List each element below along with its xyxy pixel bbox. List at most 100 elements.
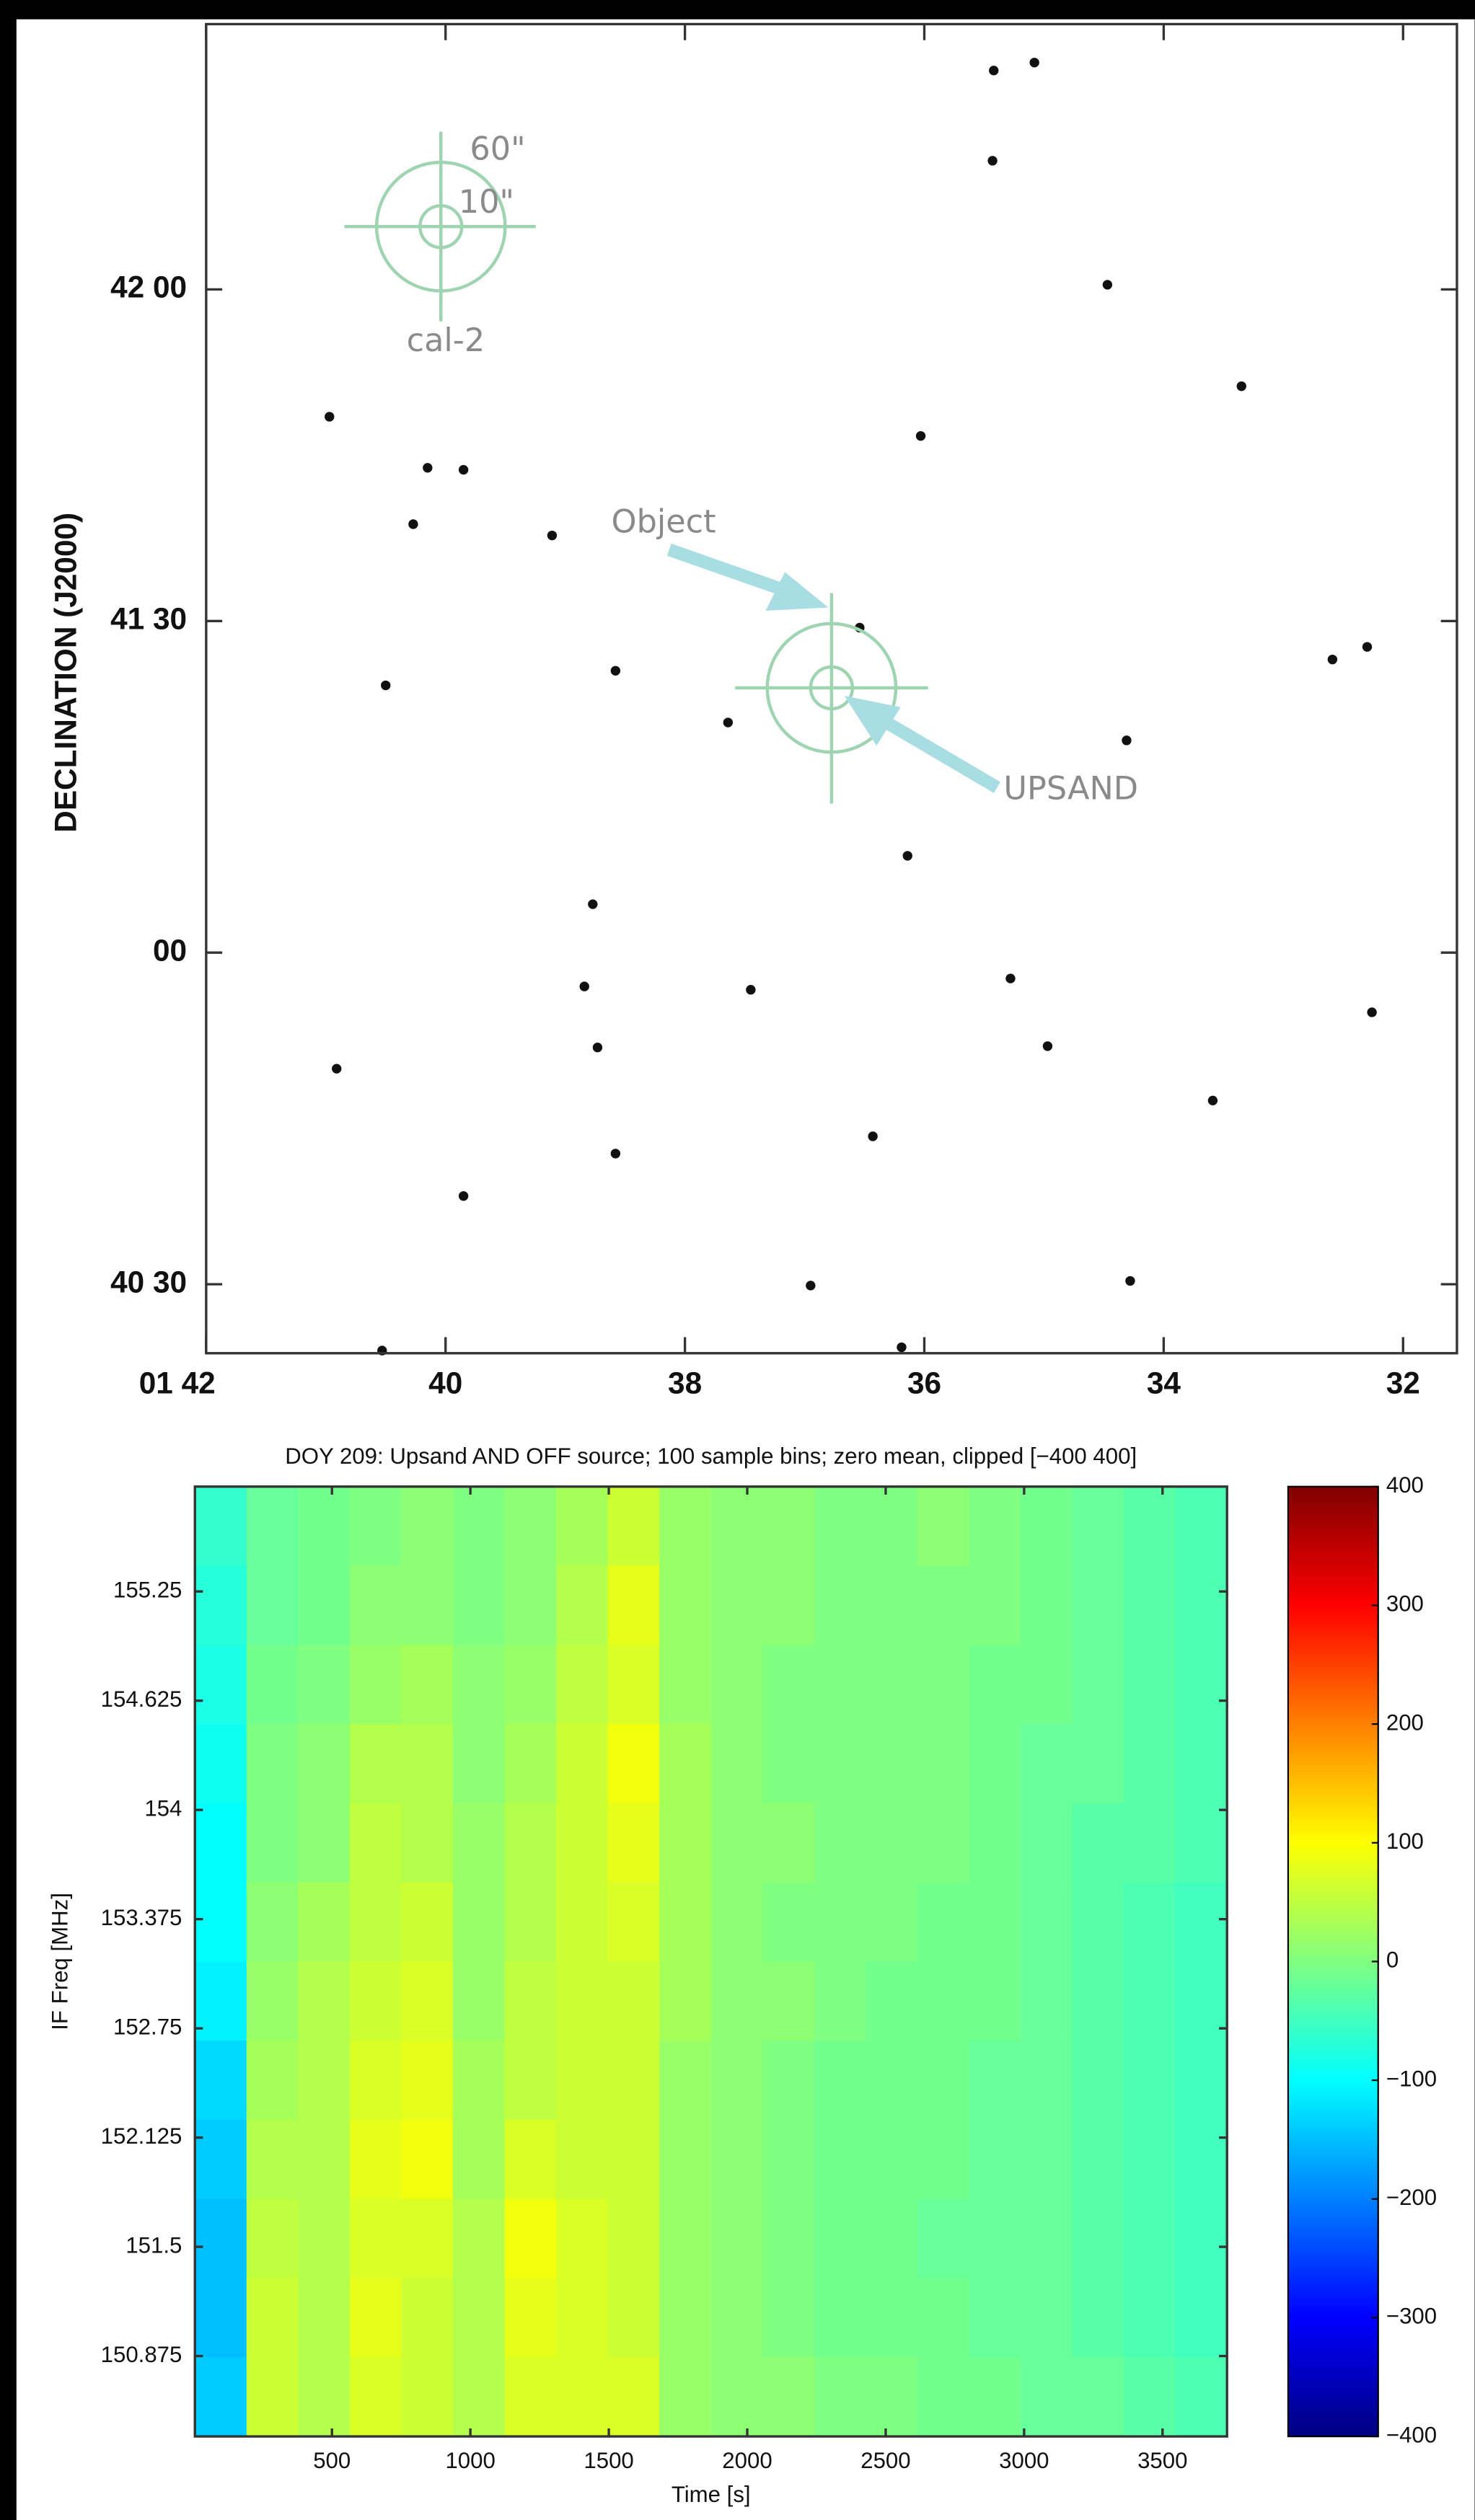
heat-cell — [969, 1724, 1022, 1805]
y-tick-label: 152.75 — [113, 2014, 182, 2039]
star — [332, 1064, 342, 1074]
heat-cell — [866, 2041, 919, 2121]
star — [1367, 1007, 1377, 1017]
heat-cell — [1175, 2278, 1228, 2358]
heat-cell — [401, 1486, 454, 1567]
heat-cell — [452, 2278, 506, 2358]
heat-cell — [452, 1882, 506, 1963]
heat-cell — [504, 2041, 558, 2121]
heat-cell — [710, 2198, 764, 2279]
x-tick-label: 01 42 — [139, 1366, 216, 1400]
heat-cell — [866, 1565, 919, 1646]
heat-cell — [1124, 2357, 1176, 2438]
heat-cell — [762, 1565, 815, 1646]
x-tick-label: 3500 — [1137, 2448, 1187, 2473]
star — [458, 464, 469, 475]
y-tick-label: 153.375 — [101, 1905, 182, 1930]
heat-cell — [1072, 1961, 1125, 2042]
heat-cell — [969, 2119, 1022, 2200]
heat-cell — [246, 1803, 299, 1883]
heat-cell — [762, 1882, 815, 1963]
x-tick-label: 2500 — [860, 2448, 910, 2473]
heat-cell — [1175, 1882, 1228, 1963]
heat-cell — [195, 1882, 247, 1963]
x-tick-label: 34 — [1147, 1366, 1181, 1400]
heat-cell — [246, 1565, 299, 1646]
heat-cell — [659, 1724, 712, 1805]
heat-cell — [1072, 1645, 1125, 1725]
heat-cell — [195, 1724, 247, 1805]
star — [989, 66, 999, 76]
heat-cell — [607, 1486, 661, 1567]
star — [987, 156, 998, 166]
heat-cell — [298, 1882, 351, 1963]
y-tick-label: 154.625 — [101, 1686, 182, 1712]
heat-cell — [246, 2278, 299, 2358]
heat-cell — [298, 2119, 351, 2200]
heat-cell — [452, 1486, 506, 1567]
y-axis-label: IF Freq [MHz] — [47, 1893, 72, 2030]
heat-cell — [607, 1882, 661, 1963]
heat-cell — [917, 1882, 970, 1963]
heat-cell — [710, 1645, 764, 1725]
heat-cell — [969, 1565, 1022, 1646]
x-tick-label: 1000 — [445, 2448, 495, 2473]
heat-cell — [1175, 1724, 1228, 1805]
heat-cell — [504, 2198, 558, 2279]
heat-cell — [401, 1645, 454, 1725]
colorbar-tick-label: −400 — [1386, 2422, 1437, 2447]
heat-cell — [762, 2357, 815, 2438]
heat-cell — [298, 1803, 351, 1883]
heat-cell — [710, 2041, 764, 2121]
heat-cell — [607, 1803, 661, 1883]
heat-cell — [1021, 2041, 1073, 2121]
heat-cell — [710, 1882, 764, 1963]
heat-cell — [1124, 2041, 1176, 2121]
star — [897, 1342, 907, 1353]
crosshair-cal — [344, 131, 536, 322]
star — [423, 463, 433, 473]
heat-cell — [349, 2041, 402, 2121]
heat-cell — [1021, 1882, 1073, 1963]
heat-cell — [917, 1486, 970, 1567]
heat-cell — [401, 1724, 454, 1805]
heat-cell — [1021, 1961, 1073, 2042]
heat-cell — [917, 1565, 970, 1646]
colorbar-tick-label: 400 — [1386, 1472, 1424, 1498]
heat-cell — [917, 2041, 970, 2121]
heat-cell — [1072, 2119, 1125, 2200]
heat-cell — [349, 1724, 402, 1805]
heat-cell — [814, 2198, 867, 2279]
heat-cell — [814, 1486, 867, 1567]
annotation: Object — [612, 503, 716, 541]
heat-cell — [504, 1724, 558, 1805]
heat-cell — [556, 1565, 609, 1646]
heat-cell — [710, 1486, 764, 1567]
heat-cell — [917, 2278, 970, 2358]
heat-cell — [1021, 1565, 1073, 1646]
heat-cell — [195, 2041, 247, 2121]
heat-cell — [1124, 1882, 1176, 1963]
heat-cell — [401, 2119, 454, 2200]
y-tick-label: 40 30 — [110, 1265, 187, 1299]
heat-cell — [1072, 2041, 1125, 2121]
heat-cell — [195, 1645, 247, 1725]
heat-cell — [298, 2357, 351, 2438]
heat-cell — [246, 1882, 299, 1963]
x-axis-label: Time [s] — [672, 2482, 751, 2507]
heat-cell — [1072, 1565, 1125, 1646]
heat-cell — [1021, 1486, 1073, 1567]
heat-cell — [710, 1565, 764, 1646]
star — [592, 1043, 603, 1053]
star — [1102, 280, 1113, 290]
x-tick-label: 2000 — [722, 2448, 772, 2473]
heat-cell — [710, 1961, 764, 2042]
plots: 01 42 40 38 36 34 32 42 00 41 30 00 40 30 DECLINAT… — [47, 22, 1458, 2507]
heat-cell — [195, 2278, 247, 2358]
heat-cell — [504, 1882, 558, 1963]
heat-cell — [1175, 2198, 1228, 2279]
x-tick-label: 1500 — [584, 2448, 633, 2473]
heat-cell — [659, 1645, 712, 1725]
heat-cell — [866, 1724, 919, 1805]
